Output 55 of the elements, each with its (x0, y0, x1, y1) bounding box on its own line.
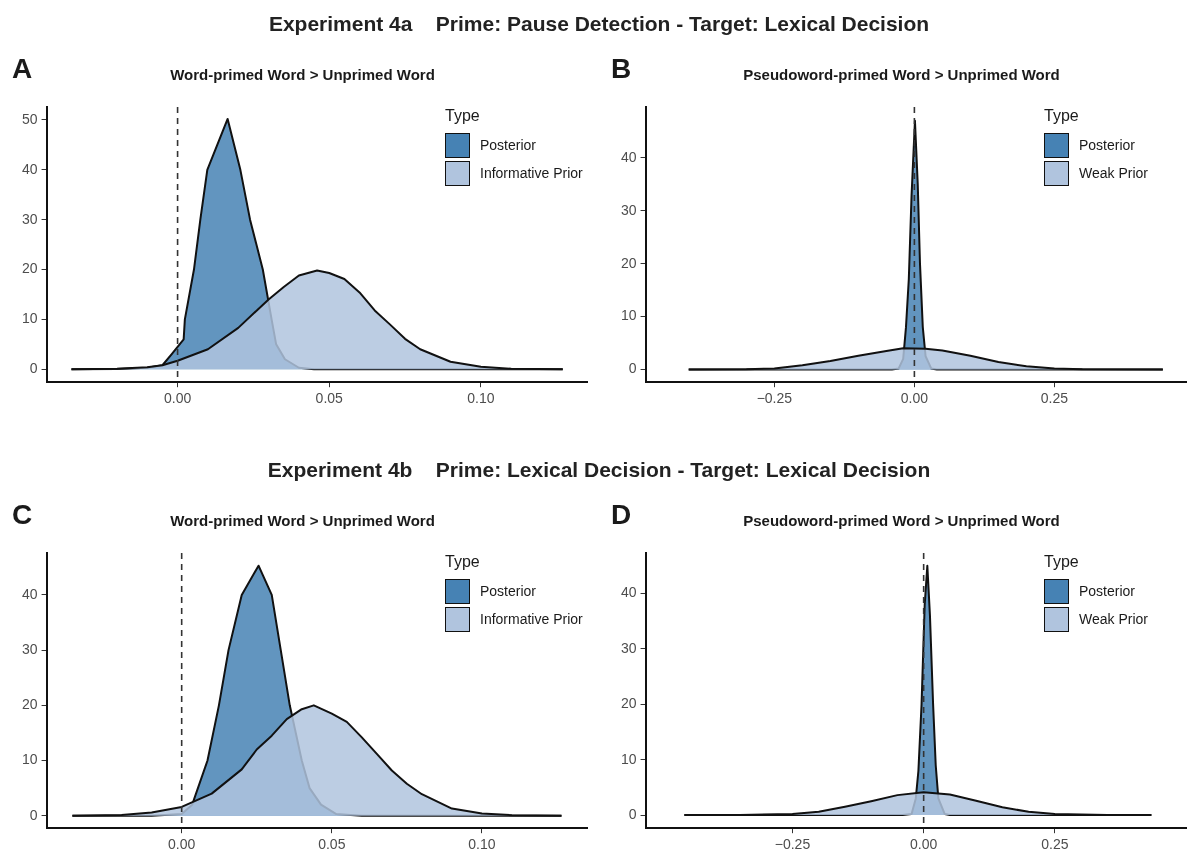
chart-title: Word-primed Word > Unprimed Word (170, 66, 435, 84)
y-tick-label: 50 (21, 110, 38, 127)
legend-title: Type (1044, 107, 1080, 125)
text: C (12, 499, 33, 531)
legend-label: Posterior (480, 583, 537, 599)
legend-label: Weak Prior (1079, 611, 1148, 627)
chart-title: Pseudoword-primed Word > Unprimed Word (743, 66, 1060, 84)
y-tick-label: 20 (21, 260, 38, 277)
legend-label: Posterior (480, 137, 537, 153)
y-tick-label: 40 (620, 584, 637, 601)
y-tick-label: 40 (21, 160, 38, 177)
chart-title: Pseudoword-primed Word > Unprimed Word (743, 512, 1060, 530)
legend-title: Type (1044, 553, 1080, 571)
x-tick-label: 0.25 (1040, 390, 1069, 407)
y-tick-label: 20 (620, 695, 637, 712)
x-tick-label: 0.10 (468, 836, 496, 853)
text: B (611, 53, 632, 85)
x-tick-label: −0.25 (756, 390, 793, 407)
legend-label: Informative Prior (480, 165, 583, 181)
text: Experiment 4b Prime: Lexical Decision - Target: Lexical Decision (266, 458, 932, 482)
y-tick-label: 20 (21, 696, 38, 713)
y-tick-label: 0 (628, 360, 637, 377)
y-tick-label: 30 (620, 201, 637, 218)
x-tick-label: 0.25 (1041, 836, 1069, 853)
x-tick-label: 0.00 (910, 836, 938, 853)
x-tick-label: 0.00 (163, 390, 192, 407)
y-tick-label: 10 (21, 310, 38, 327)
legend-label: Informative Prior (480, 611, 583, 627)
x-tick-label: 0.00 (900, 390, 929, 407)
y-tick-label: 20 (620, 254, 637, 271)
text: D (611, 499, 632, 531)
y-tick-label: 40 (620, 148, 637, 165)
legend-label: Posterior (1079, 583, 1136, 599)
y-tick-label: 0 (29, 360, 38, 377)
legend-title: Type (445, 107, 481, 125)
legend-label: Weak Prior (1079, 165, 1148, 181)
y-tick-label: 40 (21, 585, 38, 602)
chart-title: Word-primed Word > Unprimed Word (170, 512, 435, 530)
y-tick-label: 30 (21, 641, 38, 657)
x-tick-label: −0.25 (774, 836, 811, 853)
y-tick-label: 10 (620, 750, 637, 767)
y-tick-label: 0 (29, 806, 38, 823)
y-tick-label: 30 (21, 210, 38, 227)
x-tick-label: 0.10 (467, 390, 495, 407)
legend-title: Type (445, 553, 481, 571)
y-tick-label: 10 (620, 307, 637, 324)
x-tick-label: 0.05 (315, 390, 344, 407)
x-tick-label: 0.05 (318, 836, 346, 853)
y-tick-label: 30 (620, 639, 637, 656)
legend-label: Posterior (1079, 137, 1136, 153)
text: Experiment 4a Prime: Pause Detection - Target: Lexical Decision (267, 12, 931, 36)
text: A (12, 53, 33, 85)
x-tick-label: 0.00 (168, 836, 196, 853)
y-tick-label: 10 (21, 751, 38, 768)
y-tick-label: 0 (628, 805, 637, 822)
